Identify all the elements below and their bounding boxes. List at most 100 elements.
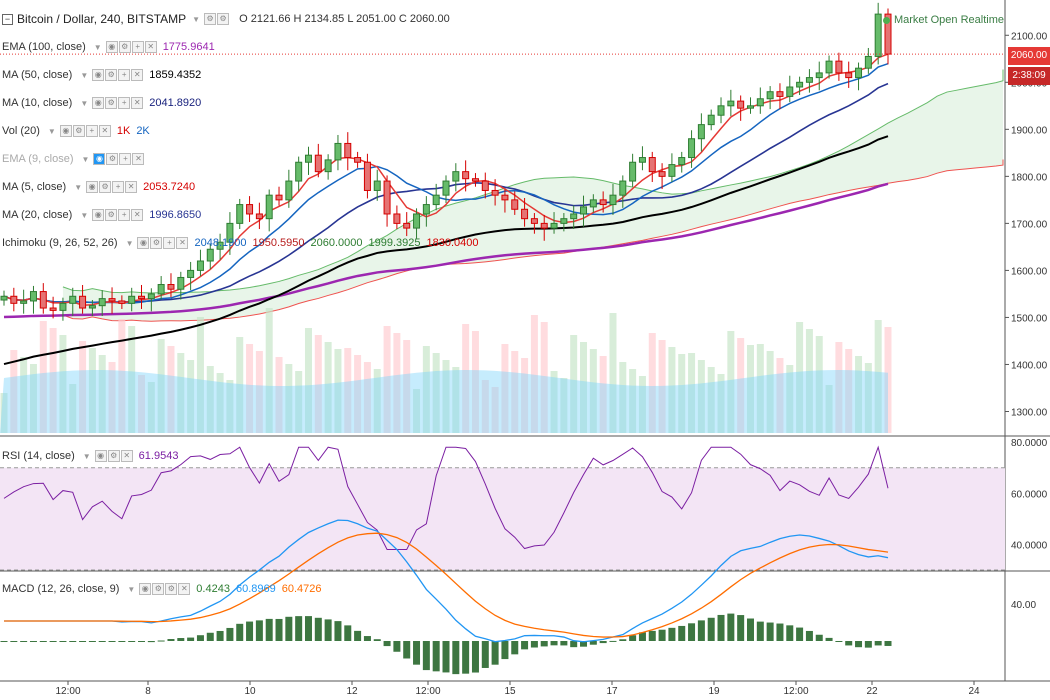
close-icon[interactable]: ✕ — [132, 153, 145, 165]
settings-icon[interactable]: ⚙ — [118, 41, 131, 53]
close-icon[interactable]: ✕ — [176, 237, 189, 249]
plus-icon[interactable]: + — [118, 69, 131, 81]
plus-icon[interactable]: + — [118, 209, 131, 221]
chevron-down-icon[interactable]: ▼ — [127, 584, 136, 594]
chevron-down-icon[interactable]: ▼ — [80, 98, 89, 108]
macd-legend[interactable]: MACD (12, 26, close, 9) ▼ ◉ ⚙ ⚙ ✕ 0.4243 60… — [2, 580, 321, 598]
close-icon[interactable]: ✕ — [131, 97, 144, 109]
macd-histogram-bar — [147, 641, 155, 643]
indicator-legend-vol[interactable]: Vol (20) ▼ ◉ ⚙ + ✕ 1K 2K — [2, 122, 150, 140]
settings-icon[interactable]: ⚙ — [105, 97, 118, 109]
settings-icon[interactable]: ⚙ — [150, 237, 163, 249]
eye-icon[interactable]: ◉ — [139, 583, 152, 595]
plus-icon[interactable]: + — [112, 181, 125, 193]
candle-body — [462, 171, 470, 180]
candle-body — [0, 295, 8, 301]
indicator-controls[interactable]: ◉ ⚙ + ✕ — [86, 181, 138, 193]
macd-histogram-bar — [756, 621, 764, 641]
candle-body — [187, 269, 195, 278]
chevron-down-icon[interactable]: ▼ — [81, 154, 90, 164]
chevron-down-icon[interactable]: ▼ — [82, 451, 91, 461]
plus-icon[interactable]: + — [85, 125, 98, 137]
macd-histogram-bar — [501, 641, 509, 660]
close-icon[interactable]: ✕ — [98, 125, 111, 137]
indicator-name: Ichimoku (9, 26, 52, 26) — [2, 237, 118, 249]
chevron-down-icon[interactable]: ▼ — [125, 238, 134, 248]
settings-icon[interactable]: ⚙ — [105, 209, 118, 221]
candle-body — [845, 72, 853, 79]
close-icon[interactable]: ✕ — [131, 69, 144, 81]
volume-bar — [766, 351, 774, 433]
plus-icon[interactable]: + — [131, 41, 144, 53]
chevron-down-icon[interactable]: ▼ — [80, 70, 89, 80]
volume-bar — [638, 376, 646, 433]
plus-icon[interactable]: + — [118, 97, 131, 109]
indicator-controls[interactable]: ◉ ⚙ + ✕ — [92, 97, 144, 109]
volume-bar — [157, 339, 165, 433]
eye-icon[interactable]: ◉ — [92, 69, 105, 81]
volume-bar — [874, 320, 882, 433]
ema-100-line — [3, 182, 889, 319]
volume-bar — [805, 329, 813, 433]
settings-icon[interactable]: ⚙ — [165, 583, 178, 595]
close-icon[interactable]: ✕ — [178, 583, 191, 595]
settings-icon[interactable]: ⚙ — [105, 69, 118, 81]
candle-body — [776, 91, 784, 97]
close-icon[interactable]: ✕ — [125, 181, 138, 193]
indicator-value: 2048.1900 — [194, 237, 247, 249]
eye-icon[interactable]: ◉ — [93, 153, 106, 165]
eye-icon[interactable]: ◉ — [92, 209, 105, 221]
close-icon[interactable]: ✕ — [144, 41, 157, 53]
indicator-controls[interactable]: ◉ ⚙ + ✕ — [105, 41, 157, 53]
macd-histogram-bar — [727, 613, 735, 641]
indicator-legend-ma5[interactable]: MA (5, close) ▼ ◉ ⚙ + ✕ 2053.7240 — [2, 178, 195, 196]
indicator-legend-ema9[interactable]: EMA (9, close) ▼ ◉ ⚙ + ✕ — [2, 150, 145, 168]
rsi-legend[interactable]: RSI (14, close) ▼ ◉ ⚙ ✕ 61.9543 — [2, 447, 178, 465]
candle-body — [619, 180, 627, 196]
candle-body — [363, 161, 371, 191]
volume-bar — [167, 346, 175, 433]
indicator-legend-ichimoku[interactable]: Ichimoku (9, 26, 52, 26) ▼ ◉ ⚙ + ✕ 2048.1900 19… — [2, 234, 478, 252]
macd-histogram-bar — [462, 641, 470, 674]
eye-icon[interactable]: ◉ — [59, 125, 72, 137]
eye-icon[interactable]: ◉ — [137, 237, 150, 249]
close-icon[interactable]: ✕ — [131, 209, 144, 221]
eye-icon[interactable]: ◉ — [86, 181, 99, 193]
settings-icon[interactable]: ⚙ — [72, 125, 85, 137]
indicator-controls[interactable]: ◉ ⚙ + ✕ — [92, 69, 144, 81]
rsi-controls[interactable]: ◉ ⚙ ✕ — [94, 450, 133, 462]
chevron-down-icon[interactable]: ▼ — [47, 126, 56, 136]
chevron-down-icon[interactable]: ▼ — [93, 42, 102, 52]
indicator-controls[interactable]: ◉ ⚙ + ✕ — [93, 153, 145, 165]
settings-icon[interactable]: ⚙ — [107, 450, 120, 462]
indicator-controls[interactable]: ◉ ⚙ + ✕ — [92, 209, 144, 221]
volume-bar — [452, 367, 460, 433]
chevron-down-icon[interactable]: ▼ — [74, 182, 83, 192]
candle-body — [442, 180, 450, 196]
indicator-value: 1999.3925 — [368, 237, 421, 249]
plus-icon[interactable]: + — [163, 237, 176, 249]
indicator-legend-ma10[interactable]: MA (10, close) ▼ ◉ ⚙ + ✕ 2041.8920 — [2, 94, 201, 112]
eye-icon[interactable]: ◉ — [94, 450, 107, 462]
plus-icon[interactable]: + — [119, 153, 132, 165]
indicator-controls[interactable]: ◉ ⚙ + ✕ — [137, 237, 189, 249]
macd-histogram-bar — [275, 618, 283, 641]
eye-icon[interactable]: ◉ — [92, 97, 105, 109]
macd-histogram-bar — [236, 623, 244, 641]
indicator-legend-ema100[interactable]: EMA (100, close) ▼ ◉ ⚙ + ✕ 1775.9641 — [2, 38, 215, 56]
indicator-legend-ma50[interactable]: MA (50, close) ▼ ◉ ⚙ + ✕ 1859.4352 — [2, 66, 201, 84]
macd-value: 60.8969 — [235, 583, 276, 595]
macd-histogram-bar — [658, 629, 666, 641]
macd-histogram-bar — [39, 641, 47, 642]
chevron-down-icon[interactable]: ▼ — [80, 210, 89, 220]
settings-icon[interactable]: ⚙ — [99, 181, 112, 193]
eye-icon[interactable]: ◉ — [105, 41, 118, 53]
settings-icon[interactable]: ⚙ — [106, 153, 119, 165]
macd-controls[interactable]: ◉ ⚙ ⚙ ✕ — [139, 583, 191, 595]
settings-icon[interactable]: ⚙ — [152, 583, 165, 595]
close-icon[interactable]: ✕ — [120, 450, 133, 462]
volume-bar — [727, 331, 735, 433]
indicator-legend-ma20[interactable]: MA (20, close) ▼ ◉ ⚙ + ✕ 1996.8650 — [2, 206, 201, 224]
indicator-controls[interactable]: ◉ ⚙ + ✕ — [59, 125, 111, 137]
